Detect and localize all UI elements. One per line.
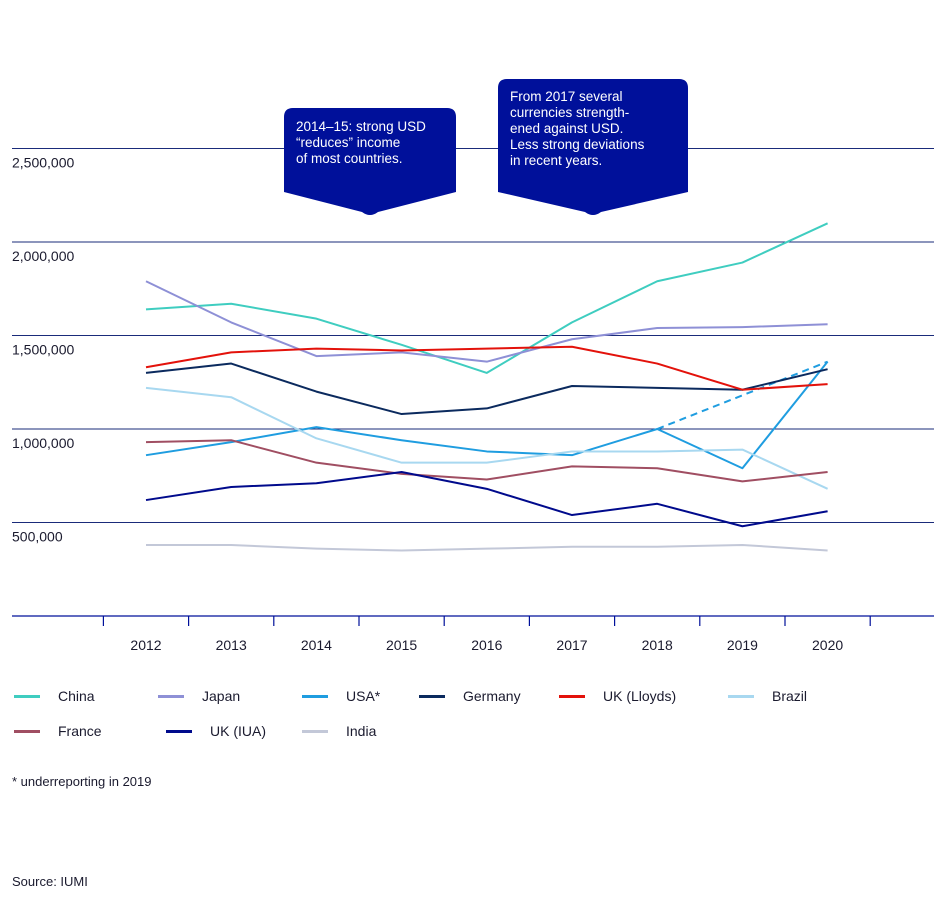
x-tick-label: 2017: [556, 637, 587, 653]
callout-1-line-1: 2014–15: strong USD: [296, 119, 426, 134]
x-tick-label: 2015: [386, 637, 417, 653]
legend-label-germany: Germany: [463, 688, 521, 704]
series-dashed-usa: [656, 360, 828, 430]
source-note: Source: IUMI: [12, 874, 88, 889]
series-line-uk-lloyds: [145, 345, 828, 391]
legend-item-brazil: Brazil: [728, 688, 807, 704]
legend-label-india: India: [346, 723, 377, 739]
series-line-india: [146, 543, 828, 552]
legend-item-uk-lloyds: UK (Lloyds): [559, 688, 676, 704]
y-tick-label: 1,500,000: [12, 342, 74, 358]
x-tick-label: 2019: [727, 637, 758, 653]
callout-2017: From 2017 several currencies strength- e…: [510, 89, 644, 169]
callout-2-line-3: ened against USD.: [510, 121, 624, 136]
series-line-japan: [145, 280, 828, 363]
legend-swatch-germany: [419, 694, 445, 698]
legend-swatch-japan: [158, 694, 184, 698]
legend-label-japan: Japan: [202, 688, 241, 704]
legend-swatch-brazil: [728, 694, 754, 698]
x-tick-label: 2020: [812, 637, 843, 653]
series-line-brazil: [145, 386, 829, 490]
legend-item-china: China: [14, 688, 95, 704]
series-line-france: [145, 439, 828, 483]
callout-1-line-2: “reduces” income: [296, 135, 401, 150]
series-line-uk-iua: [145, 471, 828, 528]
legend-swatch-uk-lloyds: [559, 694, 585, 698]
y-tick-label: 500,000: [12, 529, 63, 545]
callout-1-line-3: of most countries.: [296, 151, 403, 166]
legend-swatch-usa: [302, 694, 328, 698]
legend-label-france: France: [58, 723, 102, 739]
legend-item-japan: Japan: [158, 688, 240, 704]
legend-swatch-france: [14, 729, 40, 733]
legend-swatch-china: [14, 694, 40, 698]
series-line-usa: [145, 361, 829, 470]
legend-item-usa: USA*: [302, 688, 380, 704]
callout-shape-2014-15: [284, 108, 456, 215]
callout-2-line-2: currencies strength-: [510, 105, 630, 120]
legend-swatch-uk-iua: [166, 729, 192, 733]
y-tick-label: 2,500,000: [12, 155, 74, 171]
legend-item-india: India: [302, 723, 376, 739]
x-tick-label: 2013: [216, 637, 247, 653]
y-tick-label: 1,000,000: [12, 435, 74, 451]
legend-label-usa: USA*: [346, 688, 381, 704]
y-tick-label: 2,000,000: [12, 248, 74, 264]
legend-item-germany: Germany: [419, 688, 521, 704]
legend-label-uk-iua: UK (IUA): [210, 723, 266, 739]
x-tick-label: 2012: [130, 637, 161, 653]
x-tick-label: 2016: [471, 637, 502, 653]
callout-2014-15: 2014–15: strong USD “reduces” income of …: [296, 119, 426, 167]
callout-2-line-4: Less strong deviations: [510, 137, 645, 152]
legend-label-uk-lloyds: UK (Lloyds): [603, 688, 677, 704]
series-line-china: [145, 222, 829, 374]
legend-label-brazil: Brazil: [772, 688, 808, 704]
legend-swatch-india: [302, 729, 328, 733]
series-line-germany: [145, 362, 828, 416]
callout-shape-2017: [498, 79, 688, 215]
legend-label-china: China: [58, 688, 95, 704]
callout-2-line-1: From 2017 several: [510, 89, 623, 104]
legend-item-france: France: [14, 723, 102, 739]
callout-2-line-5: in recent years.: [510, 153, 603, 168]
x-tick-label: 2014: [301, 637, 332, 653]
footnote: * underreporting in 2019: [12, 774, 152, 789]
x-tick-label: 2018: [642, 637, 673, 653]
legend-item-uk-iua: UK (IUA): [166, 723, 266, 739]
